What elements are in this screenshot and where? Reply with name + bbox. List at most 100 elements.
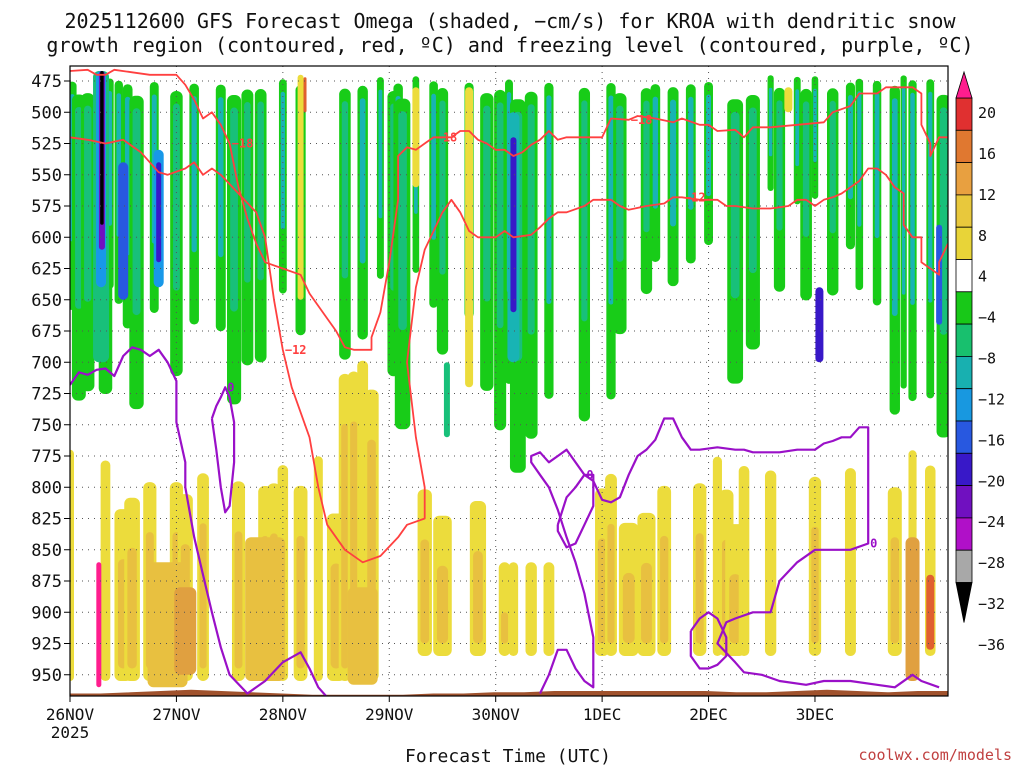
omega-strong-column [510,137,517,313]
omega-sink-core [234,531,243,669]
omega-sink-core [622,572,635,644]
omega-rise-core [616,105,624,262]
omega-sink-core [420,539,430,644]
colorbar-swatch [955,226,973,260]
omega-rise-core [910,92,915,305]
freezing-level-contour [689,611,728,670]
omega-sink-band [412,87,420,188]
freezing-level-contour-label: 0 [227,380,234,394]
omega-rise-core [431,93,436,240]
y-tick-label: 575 [31,197,62,217]
x-tick-label: 30NOV [472,705,521,724]
omega-sink-core [347,587,378,685]
omega-sink-core [303,77,307,113]
omega-rise-core [795,89,800,167]
x-tick-label: 29NOV [365,705,414,724]
y-tick-label: 700 [31,353,62,373]
y-tick-label: 650 [31,291,62,311]
colorbar-tick-label: −16 [978,431,1005,449]
y-tick-label: 825 [31,510,62,530]
colorbar-tick-label: −28 [978,554,1005,572]
omega-rise-core [706,94,711,197]
omega-rise-core [218,97,224,258]
omega-sink-core [501,612,509,644]
chart-title-line1: 2025112600 GFS Forecast Omega (shaded, −… [64,9,956,33]
omega-rise-core [439,100,446,275]
omega-sink-band [764,470,777,656]
colorbar-tick-label: −36 [978,636,1005,654]
omega-rise-core [280,91,285,230]
colorbar-swatch [955,452,973,486]
y-tick-label: 800 [31,478,62,498]
omega-rise-core [527,104,535,335]
omega-sink-band [525,562,537,656]
omega-rise-core [928,91,933,303]
omega-sink-band [508,562,519,656]
omega-sink-core [890,537,899,644]
credit-text: coolwx.com/models [858,746,1012,764]
omega-sink-core [641,562,652,644]
omega-rise-core [172,103,180,291]
omega-rise-core [581,100,588,322]
omega-rise-core [749,107,757,274]
colorbar-tick-label: −20 [978,472,1005,490]
x-tick-label: 3DEC [796,705,835,724]
colorbar-swatch [955,194,973,228]
omega-rise-core [398,111,407,331]
omega-rise-core [84,105,92,302]
omega-strong-core [100,71,104,225]
colorbar-tick-label: 12 [978,186,996,204]
omega-rise-core [874,93,880,239]
y-axis: 475 500 525 550 575 600 625 650 675 700 725 750 775 8… [31,72,70,686]
omega-rise-core [857,91,862,227]
x-tick-label: 27NOV [152,705,201,724]
colorbar-max-arrow [955,70,973,99]
omega-sink-band [844,468,856,656]
colorbar-tick-label: 20 [978,104,996,122]
dgz-contour [70,136,948,564]
omega-sink-core [296,535,305,669]
omega-strong-column [156,162,162,263]
colorbar: 20 16 12 8 4 −4 −8 −12 −16 −20 −24 −28 −32 −36 [955,70,1005,654]
colorbar-swatch [955,291,973,325]
grid-layer [70,66,948,696]
omega-sink-band [784,87,793,113]
omega-rise-core [776,100,783,231]
y-tick-label: 950 [31,666,62,686]
omega-sink-core [127,547,137,669]
x-tick-label: 1DEC [583,705,622,724]
omega-rise-core [244,101,251,283]
omega-rise-core [75,107,83,309]
colorbar-tick-label: 4 [978,268,987,286]
colorbar-tick-label: −24 [978,513,1005,531]
colorbar-swatch [955,388,973,422]
colorbar-swatch [955,162,973,196]
omega-rise-core [829,100,836,234]
y-tick-label: 775 [31,447,62,467]
freezing-level-contour [530,417,940,694]
omega-rise-core [483,105,491,302]
terrain-surface [70,689,948,696]
dgz-contour-label: −18 [631,113,653,127]
omega-sink-core [607,523,615,644]
omega-sink-core [174,587,197,675]
colorbar-tick-label: −8 [978,350,996,368]
omega-strong-column [815,287,824,363]
colorbar-swatch [955,355,973,390]
x-tick-label: 2DEC [689,705,728,724]
y-tick-label: 925 [31,635,62,655]
x-tick-label: 28NOV [259,705,308,724]
omega-rise-core [132,108,141,316]
omega-rise-core [891,98,898,316]
colorbar-min-arrow [955,582,973,623]
omega-rise-core [901,87,906,295]
colorbar-tick-label: −4 [978,309,996,327]
omega-sink-band [465,87,474,388]
omega-sink-core [729,574,742,644]
omega-shading-layer [70,71,948,688]
dgz-contour-label: −18 [232,137,254,151]
colorbar-swatch [955,549,973,583]
x-axis-label: Forecast Time (UTC) [405,746,611,767]
